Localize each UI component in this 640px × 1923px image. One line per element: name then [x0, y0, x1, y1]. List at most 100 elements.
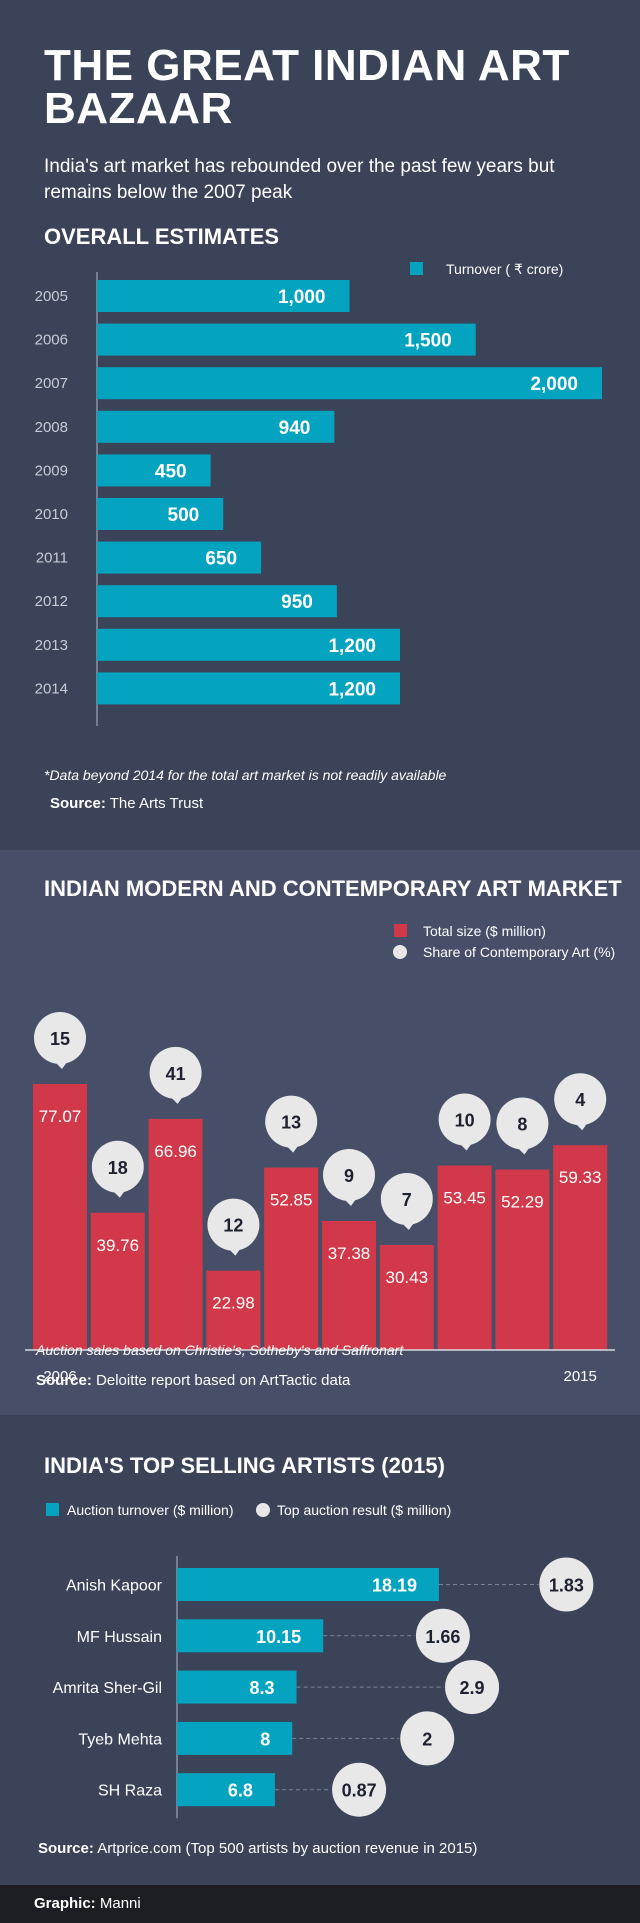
- share-value-label: 13: [281, 1113, 301, 1133]
- share-bubble: [323, 1148, 375, 1201]
- x-start-label: 2006: [43, 1368, 76, 1385]
- legend-swatch-top-result: [256, 1503, 270, 1517]
- header: THE GREAT INDIAN ART BAZAAR India's art …: [0, 0, 640, 210]
- bar: [177, 1670, 297, 1704]
- legend-label-total-size: Total size ($ million): [423, 923, 546, 939]
- footer: Graphic: Manni: [0, 1885, 640, 1923]
- bar-value-label: 59.33: [559, 1168, 602, 1187]
- share-bubble: [91, 1140, 144, 1193]
- bar: [97, 498, 224, 530]
- footer-name: Manni: [99, 1895, 141, 1912]
- result-value-label: 2.9: [460, 1678, 485, 1698]
- bar-value-label: 30.43: [386, 1268, 429, 1287]
- bar-value-label: 52.29: [501, 1193, 544, 1212]
- bar: [322, 1220, 376, 1350]
- bar-value-label: 950: [281, 592, 313, 613]
- result-value-label: 1.66: [425, 1627, 460, 1647]
- bar: [97, 585, 337, 618]
- category-label: 2007: [35, 375, 68, 392]
- share-bubble: [496, 1097, 549, 1150]
- artist-name: SH Raza: [98, 1783, 162, 1800]
- legend-label: Turnover ( ₹ crore): [446, 261, 563, 277]
- bar-value-label: 22.98: [212, 1294, 255, 1313]
- top-artists-section: INDIA'S TOP SELLING ARTISTS (2015) Aucti…: [0, 1415, 640, 1885]
- share-value-label: 7: [402, 1190, 412, 1210]
- bar-value-label: 650: [205, 549, 237, 570]
- result-bubble: [539, 1557, 594, 1612]
- share-bubble: [438, 1093, 491, 1146]
- bar: [495, 1169, 550, 1350]
- title-line-2: BAZAAR: [44, 84, 233, 133]
- bar-value-label: 1,000: [278, 287, 326, 308]
- artist-name: Anish Kapoor: [66, 1578, 163, 1595]
- modern-contemporary-chart: Total size ($ million) Share of Contempor…: [25, 923, 615, 1385]
- category-label: 2013: [35, 637, 68, 654]
- share-value-label: 12: [223, 1216, 243, 1236]
- legend-label-turnover: Auction turnover ($ million): [67, 1502, 234, 1518]
- bar-value-label: 18.19: [372, 1576, 417, 1596]
- category-label: 2008: [35, 419, 68, 436]
- footer-label: Graphic:: [34, 1895, 96, 1912]
- bar: [97, 367, 602, 400]
- footer-credit: Graphic: Manni: [34, 1895, 141, 1912]
- page-title: THE GREAT INDIAN ART BAZAAR: [44, 44, 570, 133]
- result-value-label: 0.87: [342, 1781, 377, 1801]
- category-label: 2011: [36, 550, 68, 567]
- bar: [97, 280, 350, 312]
- bar-value-label: 1,200: [328, 679, 376, 700]
- bar-value-label: 37.38: [328, 1244, 371, 1263]
- share-value-label: 10: [455, 1111, 475, 1131]
- bar-value-label: 39.76: [97, 1236, 140, 1255]
- bar: [97, 628, 400, 661]
- bar-value-label: 8.3: [250, 1678, 275, 1698]
- subtitle-line-2: remains below the 2007 peak: [44, 182, 293, 203]
- modern-contemporary-section: INDIAN MODERN AND CONTEMPORARY ART MARKE…: [0, 850, 640, 1415]
- share-value-label: 8: [517, 1115, 527, 1135]
- share-bubble: [34, 1012, 86, 1064]
- top-artists-source: Source: Artprice.com (Top 500 artists by…: [38, 1840, 477, 1857]
- bar: [97, 410, 335, 443]
- share-bubble: [380, 1172, 433, 1225]
- legend-swatch: [410, 262, 423, 275]
- source-text: Artprice.com (Top 500 artists by auction…: [97, 1840, 478, 1857]
- share-value-label: 9: [344, 1166, 354, 1186]
- bar: [97, 323, 476, 356]
- bar-value-label: 450: [155, 461, 187, 482]
- source-text: Deloitte report based on ArtTactic data: [96, 1372, 351, 1389]
- bar-value-label: 940: [279, 418, 311, 439]
- bar: [437, 1165, 492, 1350]
- category-label: 2014: [35, 680, 68, 697]
- artist-name: MF Hussain: [77, 1629, 162, 1646]
- bar: [97, 672, 400, 705]
- result-bubble: [415, 1608, 470, 1663]
- bar-value-label: 1,500: [404, 331, 452, 352]
- bar: [177, 1721, 293, 1755]
- bar: [177, 1619, 324, 1653]
- category-label: 2010: [35, 506, 68, 523]
- category-label: 2006: [35, 332, 68, 349]
- result-value-label: 2: [422, 1729, 432, 1749]
- share-value-label: 4: [575, 1090, 585, 1110]
- source-text: The Arts Trust: [109, 795, 204, 812]
- modern-contemporary-title: INDIAN MODERN AND CONTEMPORARY ART MARKE…: [44, 876, 622, 901]
- result-bubble: [400, 1711, 455, 1766]
- category-label: 2009: [35, 462, 68, 479]
- artist-name: Amrita Sher-Gil: [53, 1680, 162, 1697]
- share-value-label: 18: [108, 1158, 128, 1178]
- overall-estimates-source: Source: The Arts Trust: [50, 795, 203, 812]
- bar: [264, 1167, 319, 1350]
- bar-value-label: 2,000: [530, 374, 578, 395]
- overall-estimates-section: OVERALL ESTIMATES Turnover ( ₹ crore) 200…: [0, 210, 640, 850]
- bar: [177, 1568, 439, 1601]
- bar: [90, 1212, 145, 1350]
- category-label: 2012: [35, 593, 68, 610]
- category-label: 2005: [35, 288, 68, 305]
- bar-value-label: 1,200: [328, 636, 376, 657]
- modern-contemporary-note: Auction sales based on Christie's, Sothe…: [36, 1342, 404, 1358]
- share-value-label: 15: [50, 1029, 70, 1049]
- modern-contemporary-source: Source: Deloitte report based on ArtTact…: [36, 1372, 350, 1389]
- page-subtitle: India's art market has rebounded over th…: [44, 154, 555, 206]
- bar: [177, 1773, 275, 1807]
- share-bubble: [149, 1046, 202, 1099]
- bar-value-label: 66.96: [154, 1142, 197, 1161]
